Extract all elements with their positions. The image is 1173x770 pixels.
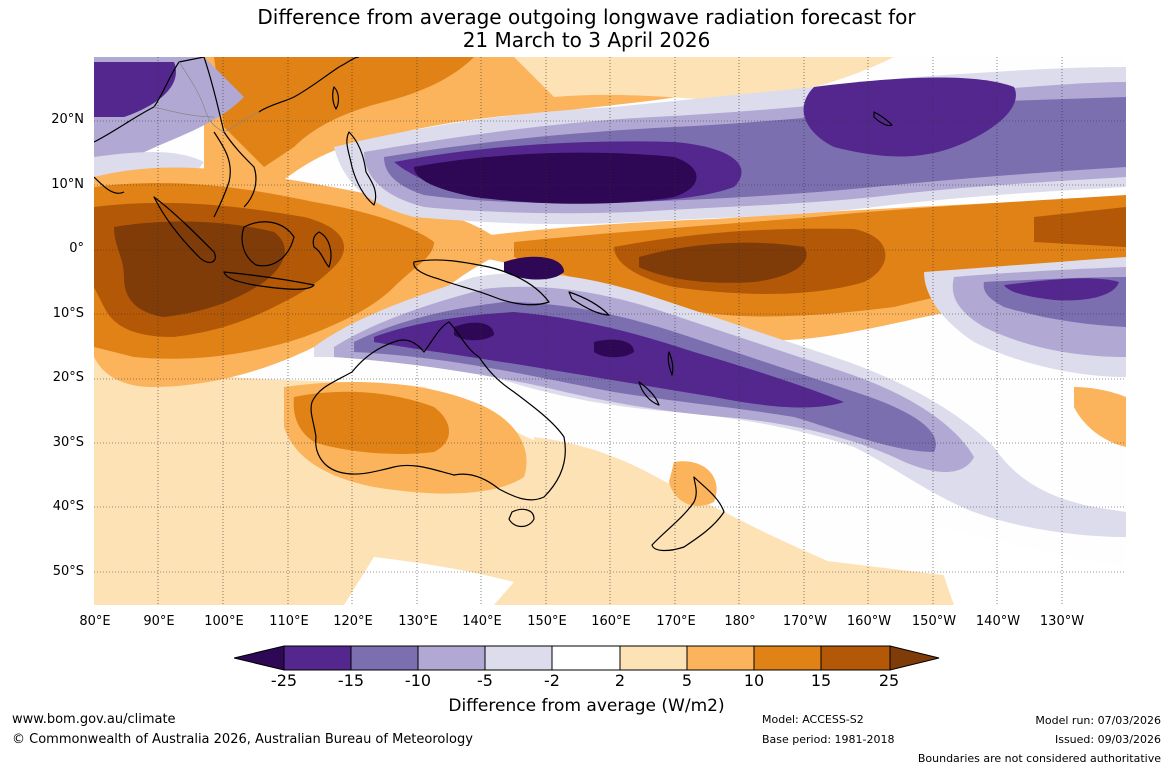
- anomaly-region-white-south-east: [934, 527, 1126, 605]
- colorbar-tick-label: -15: [337, 671, 365, 690]
- colorbar-swatch-7: [686, 645, 755, 671]
- anomaly-region-darkest-purple-north-pacific: [414, 152, 697, 204]
- anomaly-region-dark-purple-hawaii: [803, 77, 1016, 157]
- lon-label-160e: 160°E: [591, 614, 631, 629]
- anomaly-region-darkest-purple-coral-sea: [454, 322, 494, 341]
- anomaly-region-dark-orange-south-australia: [293, 391, 449, 454]
- anomaly-region-darkest-purple-fiji: [594, 339, 634, 358]
- lat-label-50s: 50°S: [52, 564, 84, 579]
- model-run-date: Model run: 07/03/2026: [1035, 714, 1161, 727]
- map-canvas: [94, 57, 1126, 605]
- lon-label-140e: 140°E: [462, 614, 502, 629]
- lat-label-10n: 10°N: [51, 177, 84, 192]
- coastline-new-zealand: [651, 476, 725, 552]
- coastline-philippines: [346, 131, 377, 206]
- colorbar-swatch-10: [889, 645, 940, 671]
- coastline-solomons: [568, 291, 610, 316]
- country-borders: [153, 61, 260, 133]
- colorbar-swatch-5: [551, 645, 621, 671]
- coastline-hawaii: [873, 111, 893, 127]
- lon-label-80e: 80°E: [79, 614, 111, 629]
- anomaly-region-darkest-purple-png: [504, 256, 564, 280]
- anomaly-region-white-south: [344, 557, 514, 605]
- lon-label-130e: 130°E: [398, 614, 438, 629]
- anomaly-region-light-orange-tasman: [534, 437, 914, 605]
- lon-label-170e: 170°E: [656, 614, 696, 629]
- colorbar-swatch-3: [417, 645, 486, 671]
- lon-label-150w: 150°W: [911, 614, 957, 629]
- colorbar-tick-label: 10: [743, 671, 765, 690]
- lon-label-130w: 130°W: [1039, 614, 1085, 629]
- coastline-sumatra: [153, 196, 216, 264]
- copyright-notice: © Commonwealth of Australia 2026, Austra…: [12, 732, 473, 747]
- colorbar-tick-label: -10: [404, 671, 432, 690]
- lat-label-30s: 30°S: [52, 435, 84, 450]
- colorbar-tick-label: 5: [681, 671, 693, 690]
- lon-label-140w: 140°W: [975, 614, 1021, 629]
- lon-label-100e: 100°E: [204, 614, 244, 629]
- colorbar-swatch-9: [820, 645, 891, 671]
- colorbar-title: Difference from average (W/m2): [448, 696, 725, 716]
- colorbar-tick-label: 2: [614, 671, 626, 690]
- lon-label-110e: 110°E: [269, 614, 309, 629]
- anomaly-region-orange-tasman: [669, 461, 717, 506]
- boundary-disclaimer: Boundaries are not considered authoritat…: [917, 752, 1161, 765]
- issued-date: Issued: 09/03/2026: [1054, 733, 1161, 746]
- anomaly-region-dark-orange-north: [214, 57, 474, 167]
- anomaly-region-dark-purple-nw: [94, 62, 176, 117]
- map-graticule: [94, 57, 1126, 605]
- colorbar: [234, 645, 940, 671]
- model-name: Model: ACCESS-S2: [762, 713, 864, 726]
- lon-label-150e: 150°E: [527, 614, 567, 629]
- anomaly-region-orange-far-east: [1074, 387, 1126, 447]
- lon-label-120e: 120°E: [333, 614, 373, 629]
- colorbar-swatch-6: [619, 645, 688, 671]
- colorbar-swatch-4: [484, 645, 553, 671]
- colorbar-tick-label: -5: [477, 671, 493, 690]
- coastline-vanuatu: [667, 351, 674, 376]
- colorbar-tick-label: -2: [544, 671, 560, 690]
- base-period: Base period: 1981-2018: [762, 733, 895, 746]
- colorbar-tick-label: -25: [270, 671, 298, 690]
- lon-label-160w: 160°W: [846, 614, 892, 629]
- map-title-line1: Difference from average outgoing longwav…: [257, 5, 916, 29]
- colorbar-swatch-0: [234, 645, 285, 671]
- colorbar-tick-label: 15: [810, 671, 832, 690]
- coastline-taiwan: [332, 86, 340, 110]
- coastline-australia: [310, 321, 566, 501]
- lat-label-20n: 20°N: [51, 112, 84, 127]
- anomaly-region-dark-purple-east-pacific: [1004, 278, 1119, 301]
- colorbar-tick-label: 25: [878, 671, 900, 690]
- map-title-line2: 21 March to 3 April 2026: [462, 28, 711, 52]
- coastline-new-guinea: [413, 259, 550, 306]
- lon-label-90e: 90°E: [143, 614, 175, 629]
- anomaly-region-brown-east-pacific: [1034, 207, 1126, 247]
- coastline-tasmania: [508, 508, 535, 528]
- lat-label-10s: 10°S: [52, 306, 84, 321]
- lat-label-40s: 40°S: [52, 499, 84, 514]
- lon-label-180: 180°: [724, 614, 756, 629]
- coastline-borneo: [241, 221, 295, 267]
- colorbar-swatch-8: [753, 645, 822, 671]
- colorbar-swatch-1: [283, 645, 352, 671]
- coastline-java: [223, 271, 315, 290]
- colorbar-swatch-2: [350, 645, 419, 671]
- coastline-china-east: [258, 57, 360, 113]
- lon-label-170w: 170°W: [782, 614, 828, 629]
- anomaly-region-darkest-brown-central-pacific: [639, 242, 807, 283]
- lat-label-0: 0°: [69, 241, 84, 256]
- olr-anomaly-map: [94, 57, 1126, 605]
- website-link[interactable]: www.bom.gov.au/climate: [12, 712, 176, 727]
- coastline-new-caledonia: [638, 381, 660, 406]
- lat-label-20s: 20°S: [52, 370, 84, 385]
- coastline-sulawesi: [312, 231, 332, 268]
